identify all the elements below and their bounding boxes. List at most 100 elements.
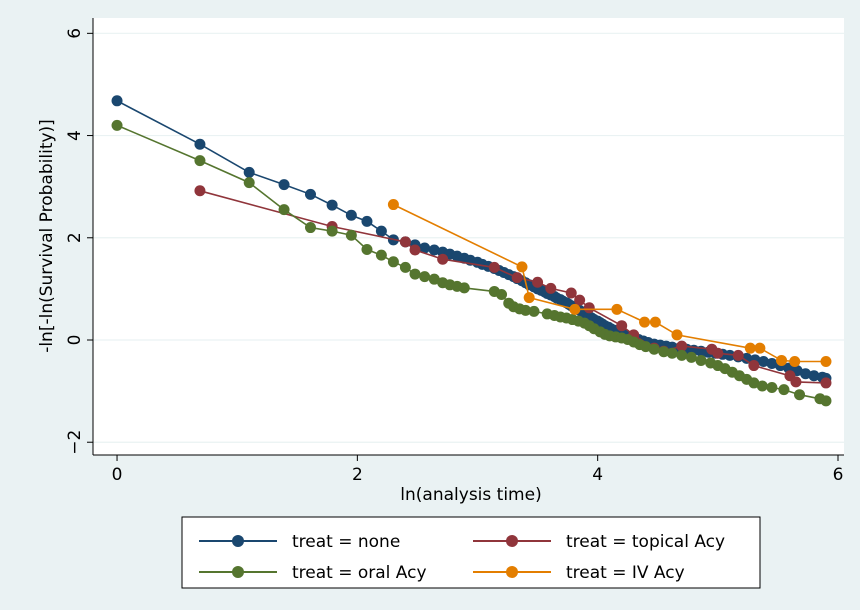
x-tick-label: 0 bbox=[112, 465, 123, 485]
series-marker bbox=[458, 282, 470, 294]
series-marker bbox=[754, 342, 766, 354]
ticks-layer: 0 2 4 6 −2 0 2 4 6 bbox=[65, 28, 843, 485]
series-marker bbox=[676, 349, 688, 361]
series-marker bbox=[616, 320, 628, 332]
series-marker bbox=[766, 382, 778, 394]
legend-box bbox=[181, 516, 761, 589]
legend-marker bbox=[506, 566, 518, 578]
series-marker bbox=[748, 360, 760, 372]
series-marker bbox=[658, 346, 670, 358]
series-marker bbox=[671, 329, 683, 341]
series-marker bbox=[724, 349, 736, 361]
series-marker bbox=[375, 249, 387, 261]
series-marker bbox=[778, 384, 790, 396]
grid-layer bbox=[93, 32, 844, 443]
series-marker bbox=[409, 244, 421, 256]
series-marker bbox=[776, 354, 788, 366]
legend-label: treat = IV Acy bbox=[566, 563, 685, 583]
series-marker bbox=[399, 236, 411, 248]
legend-marker bbox=[232, 566, 244, 578]
y-tick-label: 2 bbox=[65, 232, 85, 243]
series-marker bbox=[789, 355, 801, 367]
x-tick-label: 4 bbox=[592, 465, 603, 485]
series-group-3 bbox=[387, 199, 832, 367]
legend-marker bbox=[232, 535, 244, 547]
legend: treat = none treat = topical Acy treat = o… bbox=[181, 516, 761, 589]
x-tick-label: 6 bbox=[833, 465, 844, 485]
series-marker bbox=[345, 229, 357, 241]
series-marker bbox=[685, 351, 697, 363]
series-marker bbox=[243, 177, 255, 189]
y-tick-label: 6 bbox=[65, 28, 85, 39]
legend-label: treat = none bbox=[292, 532, 400, 552]
series-marker bbox=[194, 155, 206, 167]
series-marker bbox=[516, 261, 528, 273]
series-marker bbox=[428, 273, 440, 285]
series-marker bbox=[409, 268, 421, 280]
series-marker bbox=[766, 358, 778, 370]
series-marker bbox=[399, 261, 411, 273]
series-marker bbox=[111, 95, 123, 107]
series-marker bbox=[574, 294, 586, 306]
series-group-2 bbox=[111, 119, 832, 407]
series-marker bbox=[326, 199, 338, 211]
legend-label: treat = oral Acy bbox=[292, 563, 427, 583]
series-marker bbox=[757, 355, 769, 367]
plot-area bbox=[93, 18, 844, 455]
y-axis-label: -ln[-ln(Survival Probability)] bbox=[37, 119, 57, 353]
series-marker bbox=[361, 215, 373, 227]
series-marker bbox=[194, 185, 206, 197]
series-marker bbox=[528, 305, 540, 317]
y-tick-label: −2 bbox=[65, 430, 85, 455]
series-marker bbox=[569, 303, 581, 315]
series-marker bbox=[648, 343, 660, 355]
series-marker bbox=[532, 276, 544, 288]
series-marker bbox=[666, 347, 678, 359]
series-marker bbox=[419, 271, 431, 283]
series-marker bbox=[565, 287, 577, 299]
series-marker bbox=[545, 282, 557, 294]
series-marker bbox=[748, 377, 760, 389]
series-marker bbox=[808, 370, 820, 382]
series-marker bbox=[800, 368, 812, 380]
series-marker bbox=[794, 389, 806, 401]
series-marker bbox=[712, 347, 724, 359]
series-marker bbox=[820, 377, 832, 389]
series-marker bbox=[583, 302, 595, 314]
series-marker bbox=[496, 289, 508, 301]
series-marker bbox=[387, 256, 399, 268]
series-marker bbox=[375, 225, 387, 237]
series-marker bbox=[488, 261, 500, 273]
series-marker bbox=[243, 166, 255, 178]
series-marker bbox=[639, 316, 651, 328]
series-marker bbox=[756, 380, 768, 392]
series-marker bbox=[820, 355, 832, 367]
series-marker bbox=[523, 292, 535, 304]
series-marker bbox=[419, 242, 431, 254]
series-marker bbox=[278, 204, 290, 216]
series-marker bbox=[820, 395, 832, 407]
series-marker bbox=[437, 253, 449, 265]
series-marker bbox=[741, 352, 753, 364]
series-marker bbox=[790, 376, 802, 388]
series-marker bbox=[649, 316, 661, 328]
series-marker bbox=[520, 304, 532, 316]
series-marker bbox=[511, 272, 523, 284]
series-marker bbox=[732, 349, 744, 361]
legend-items: treat = none treat = topical Acy treat = o… bbox=[199, 532, 725, 583]
x-axis-label: ln(analysis time) bbox=[400, 485, 541, 505]
y-tick-label: 0 bbox=[65, 335, 85, 346]
series-marker bbox=[278, 179, 290, 191]
legend-label: treat = topical Acy bbox=[566, 532, 725, 552]
series-marker bbox=[387, 199, 399, 211]
series-marker bbox=[744, 342, 756, 354]
series-marker bbox=[345, 209, 357, 221]
series-marker bbox=[676, 340, 688, 352]
x-tick-label: 2 bbox=[352, 465, 363, 485]
series-marker bbox=[361, 244, 373, 256]
series-marker bbox=[304, 188, 316, 200]
series-layer bbox=[111, 95, 832, 407]
series-marker bbox=[428, 244, 440, 256]
